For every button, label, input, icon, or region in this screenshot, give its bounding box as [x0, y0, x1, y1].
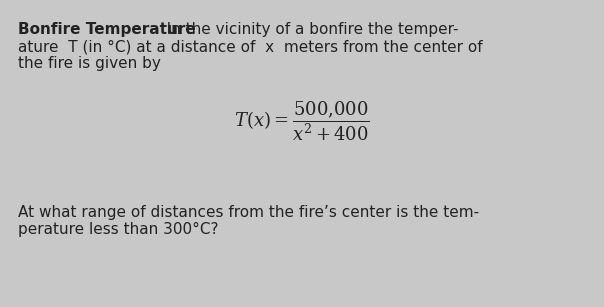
Text: ature  T (in °C) at a distance of  x  meters from the center of: ature T (in °C) at a distance of x meter… [18, 39, 483, 54]
Text: Bonfire Temperature: Bonfire Temperature [18, 22, 196, 37]
Text: the fire is given by: the fire is given by [18, 56, 161, 71]
Text: In the vicinity of a bonfire the temper-: In the vicinity of a bonfire the temper- [152, 22, 458, 37]
Text: $T(x) = \dfrac{500{,}000}{x^2 + 400}$: $T(x) = \dfrac{500{,}000}{x^2 + 400}$ [234, 100, 370, 143]
Text: perature less than 300°C?: perature less than 300°C? [18, 222, 219, 237]
Text: At what range of distances from the fire’s center is the tem-: At what range of distances from the fire… [18, 205, 479, 220]
